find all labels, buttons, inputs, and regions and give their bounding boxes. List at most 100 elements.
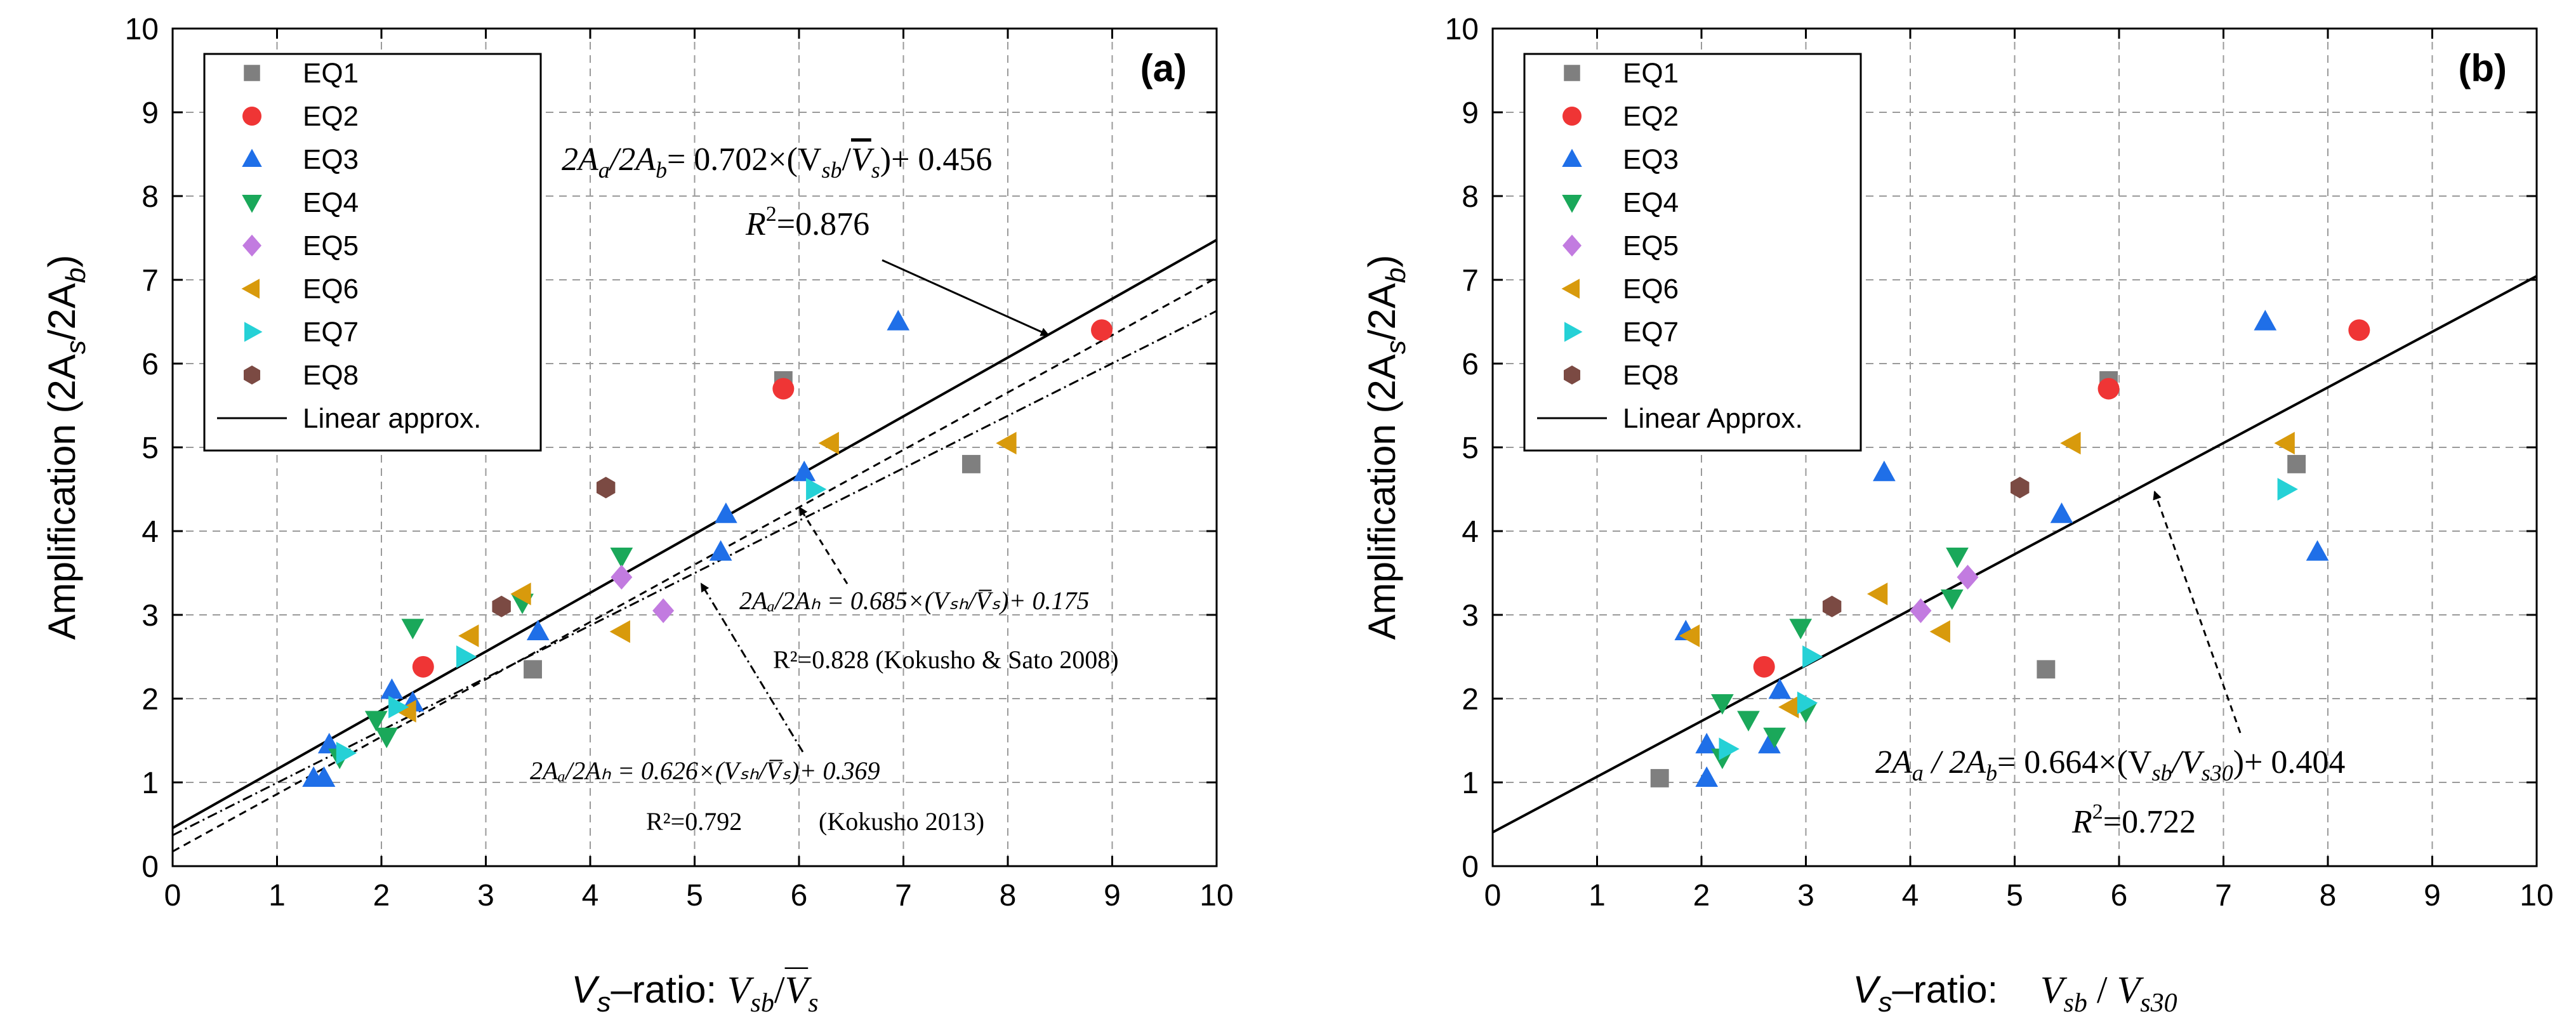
panel-b: 0 1 2 3 4 5 6 7 8 9 10 0 1 2 3 4 5 6 7 8 9 10 Amplification (… <box>1361 13 2554 1014</box>
y-tick-label: 5 <box>142 431 159 465</box>
ticks-a: 0 1 2 3 4 5 6 7 8 9 10 0 1 2 3 4 5 6 7 8 9 10 <box>125 13 1234 912</box>
y-tick-label: 2 <box>1462 683 1479 716</box>
y-tick-label: 9 <box>1462 96 1479 130</box>
legend-marker-eq1 <box>1564 65 1580 81</box>
point-eq5 <box>611 565 633 590</box>
legend-marker-eq6 <box>1561 279 1580 299</box>
legend-label-eq6: EQ6 <box>1623 273 1679 305</box>
legend-b: EQ1 EQ2 EQ3 EQ4 EQ5 EQ6 EQ7 EQ8 Linear Approx. <box>1523 53 1862 452</box>
y-tick-label: 7 <box>1462 264 1479 298</box>
point-eq6 <box>2274 431 2295 455</box>
legend-label-eq3: EQ3 <box>1623 144 1679 175</box>
point-eq3 <box>715 502 737 523</box>
main-arrow-b <box>2153 491 2242 734</box>
x-tick-label: 7 <box>895 879 912 912</box>
point-eq2 <box>1753 655 1775 678</box>
legend-label-eq7: EQ7 <box>303 317 359 348</box>
x-tick-label: 3 <box>477 879 494 912</box>
point-eq7 <box>806 478 827 501</box>
point-eq5 <box>652 598 675 623</box>
y-tick-label: 10 <box>125 13 159 46</box>
point-eq2 <box>772 378 795 400</box>
fit-line-1 <box>172 239 1217 829</box>
x-tick-label: 10 <box>1199 879 1233 912</box>
legend-marker-eq7 <box>244 322 263 342</box>
ticks-b: 0 1 2 3 4 5 6 7 8 9 10 0 1 2 3 4 5 6 7 8 9 10 <box>1445 13 2554 912</box>
kokusho-sato-eq: 2Aₐ/2Aₕ = 0.685×(Vₛₕ/V̅ₛ)+ 0.175 <box>739 586 1089 615</box>
point-eq8 <box>492 595 511 617</box>
x-tick-label: 3 <box>1797 879 1814 912</box>
point-eq8 <box>1822 595 1842 617</box>
point-eq1 <box>961 454 981 473</box>
x-tick-label: 2 <box>1693 879 1710 912</box>
y-tick-label: 1 <box>142 767 159 800</box>
point-eq3 <box>1695 766 1719 787</box>
x-tick-label: 9 <box>1104 879 1121 912</box>
point-eq7 <box>2277 478 2298 501</box>
kokusho-eq: 2Aₐ/2Aₕ = 0.626×(Vₛₕ/V̅ₛ)+ 0.369 <box>530 756 880 785</box>
legend-marker-eq3 <box>242 148 262 167</box>
point-eq2 <box>2097 378 2120 400</box>
xlabel-b: Vs–ratio: Vsb / Vs30 <box>1853 968 2177 1014</box>
point-eq6 <box>2060 431 2081 455</box>
legend-marker-eq4 <box>1562 195 1582 213</box>
point-eq3 <box>1768 678 1792 699</box>
y-tick-label: 10 <box>1445 13 1479 46</box>
x-tick-label: 4 <box>582 879 599 912</box>
x-tick-label: 10 <box>2520 879 2553 912</box>
point-eq6 <box>395 699 416 723</box>
point-eq3 <box>1873 460 1896 482</box>
kokusho-arrow <box>700 583 804 753</box>
fit-line-3 <box>172 310 1217 836</box>
point-eq6 <box>1929 620 1950 643</box>
x-tick-label: 0 <box>1484 879 1502 912</box>
point-eq6 <box>609 620 630 643</box>
legend-a: EQ1 EQ2 EQ3 EQ4 EQ5 EQ6 EQ7 EQ8 Linear approx. <box>203 53 542 452</box>
point-eq6 <box>818 431 839 455</box>
point-eq3 <box>380 678 404 699</box>
x-tick-label: 5 <box>686 879 703 912</box>
y-tick-label: 8 <box>1462 180 1479 214</box>
x-tick-label: 8 <box>1000 879 1017 912</box>
point-eq5 <box>1957 565 1979 590</box>
legend-label-eq5: EQ5 <box>1623 230 1679 261</box>
legend-label-eq8: EQ8 <box>1623 360 1679 391</box>
x-tick-label: 6 <box>791 879 808 912</box>
point-eq7 <box>388 695 409 719</box>
point-eq1 <box>524 660 542 679</box>
point-eq3 <box>317 732 341 754</box>
legend-label-eq5: EQ5 <box>303 230 359 261</box>
point-eq4 <box>401 619 425 640</box>
legend-label-eq2: EQ2 <box>303 101 359 132</box>
point-eq3 <box>1695 732 1719 754</box>
point-eq3 <box>526 619 550 640</box>
y-tick-label: 8 <box>142 180 159 214</box>
point-eq8 <box>2011 477 2030 499</box>
point-eq6 <box>458 624 479 647</box>
x-tick-label: 9 <box>2424 879 2441 912</box>
x-tick-label: 1 <box>1589 879 1606 912</box>
legend-label-linear: Linear Approx. <box>1623 403 1803 434</box>
y-tick-label: 6 <box>142 348 159 381</box>
points-a <box>302 310 1113 787</box>
fit-line-1 <box>1492 275 2537 834</box>
point-eq3 <box>2050 502 2073 523</box>
point-eq4 <box>610 548 633 569</box>
grid-a <box>173 29 1217 866</box>
legend-marker-eq4 <box>242 195 262 213</box>
point-eq3 <box>2306 540 2329 561</box>
point-eq7 <box>336 741 357 765</box>
ylabel-b: Amplification (2As/2Ab) <box>1361 255 1411 640</box>
legend-label-eq6: EQ6 <box>303 273 359 305</box>
point-eq3 <box>887 310 910 331</box>
point-eq4 <box>1789 619 1813 640</box>
x-tick-label: 8 <box>2320 879 2337 912</box>
point-eq4 <box>1737 711 1760 732</box>
legend-marker-eq8 <box>1564 365 1580 385</box>
y-tick-label: 4 <box>1462 515 1479 549</box>
main-r2-b: R2=0.722 <box>2071 800 2196 840</box>
legend-label-eq4: EQ4 <box>303 187 359 218</box>
point-eq3 <box>1758 732 1781 754</box>
xlabel-a: Vs–ratio: Vsb/Vs <box>571 968 818 1014</box>
